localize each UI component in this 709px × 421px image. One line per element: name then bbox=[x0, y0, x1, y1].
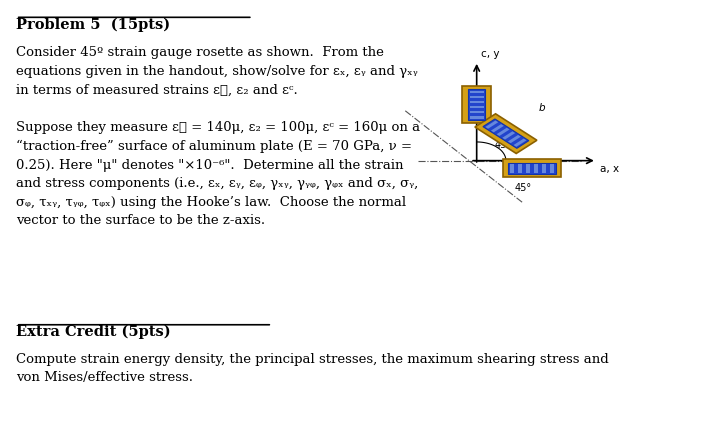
Text: Compute strain energy density, the principal stresses, the maximum shearing stre: Compute strain energy density, the princ… bbox=[16, 352, 608, 384]
Polygon shape bbox=[469, 106, 484, 108]
Polygon shape bbox=[469, 91, 484, 93]
Polygon shape bbox=[508, 135, 521, 143]
Polygon shape bbox=[469, 116, 484, 119]
Polygon shape bbox=[491, 124, 504, 132]
Text: Suppose they measure ε⁁ = 140μ, ε₂ = 100μ, εᶜ = 160μ on a
“traction-free” surfac: Suppose they measure ε⁁ = 140μ, ε₂ = 100… bbox=[16, 121, 420, 227]
Polygon shape bbox=[518, 163, 522, 173]
Polygon shape bbox=[534, 163, 538, 173]
Polygon shape bbox=[469, 96, 484, 98]
Polygon shape bbox=[469, 101, 484, 103]
Text: 45°: 45° bbox=[495, 140, 512, 150]
Polygon shape bbox=[475, 114, 537, 154]
Polygon shape bbox=[486, 120, 498, 129]
Polygon shape bbox=[496, 128, 510, 136]
Text: Extra Credit (5pts): Extra Credit (5pts) bbox=[16, 325, 170, 339]
Polygon shape bbox=[526, 163, 530, 173]
Polygon shape bbox=[510, 163, 514, 173]
Text: Consider 45º strain gauge rosette as shown.  From the
equations given in the han: Consider 45º strain gauge rosette as sho… bbox=[16, 46, 418, 96]
Polygon shape bbox=[542, 163, 546, 173]
Text: Problem 5  (15pts): Problem 5 (15pts) bbox=[16, 17, 170, 32]
Text: a, x: a, x bbox=[600, 164, 619, 174]
Polygon shape bbox=[483, 119, 529, 148]
Polygon shape bbox=[502, 131, 515, 140]
Text: b: b bbox=[538, 103, 545, 113]
Polygon shape bbox=[513, 139, 527, 147]
Text: 45°: 45° bbox=[514, 184, 532, 194]
Text: c, y: c, y bbox=[481, 49, 499, 59]
Polygon shape bbox=[503, 159, 561, 178]
Polygon shape bbox=[468, 89, 485, 120]
Polygon shape bbox=[462, 86, 491, 123]
Polygon shape bbox=[469, 111, 484, 114]
Polygon shape bbox=[508, 163, 556, 173]
Polygon shape bbox=[550, 163, 554, 173]
